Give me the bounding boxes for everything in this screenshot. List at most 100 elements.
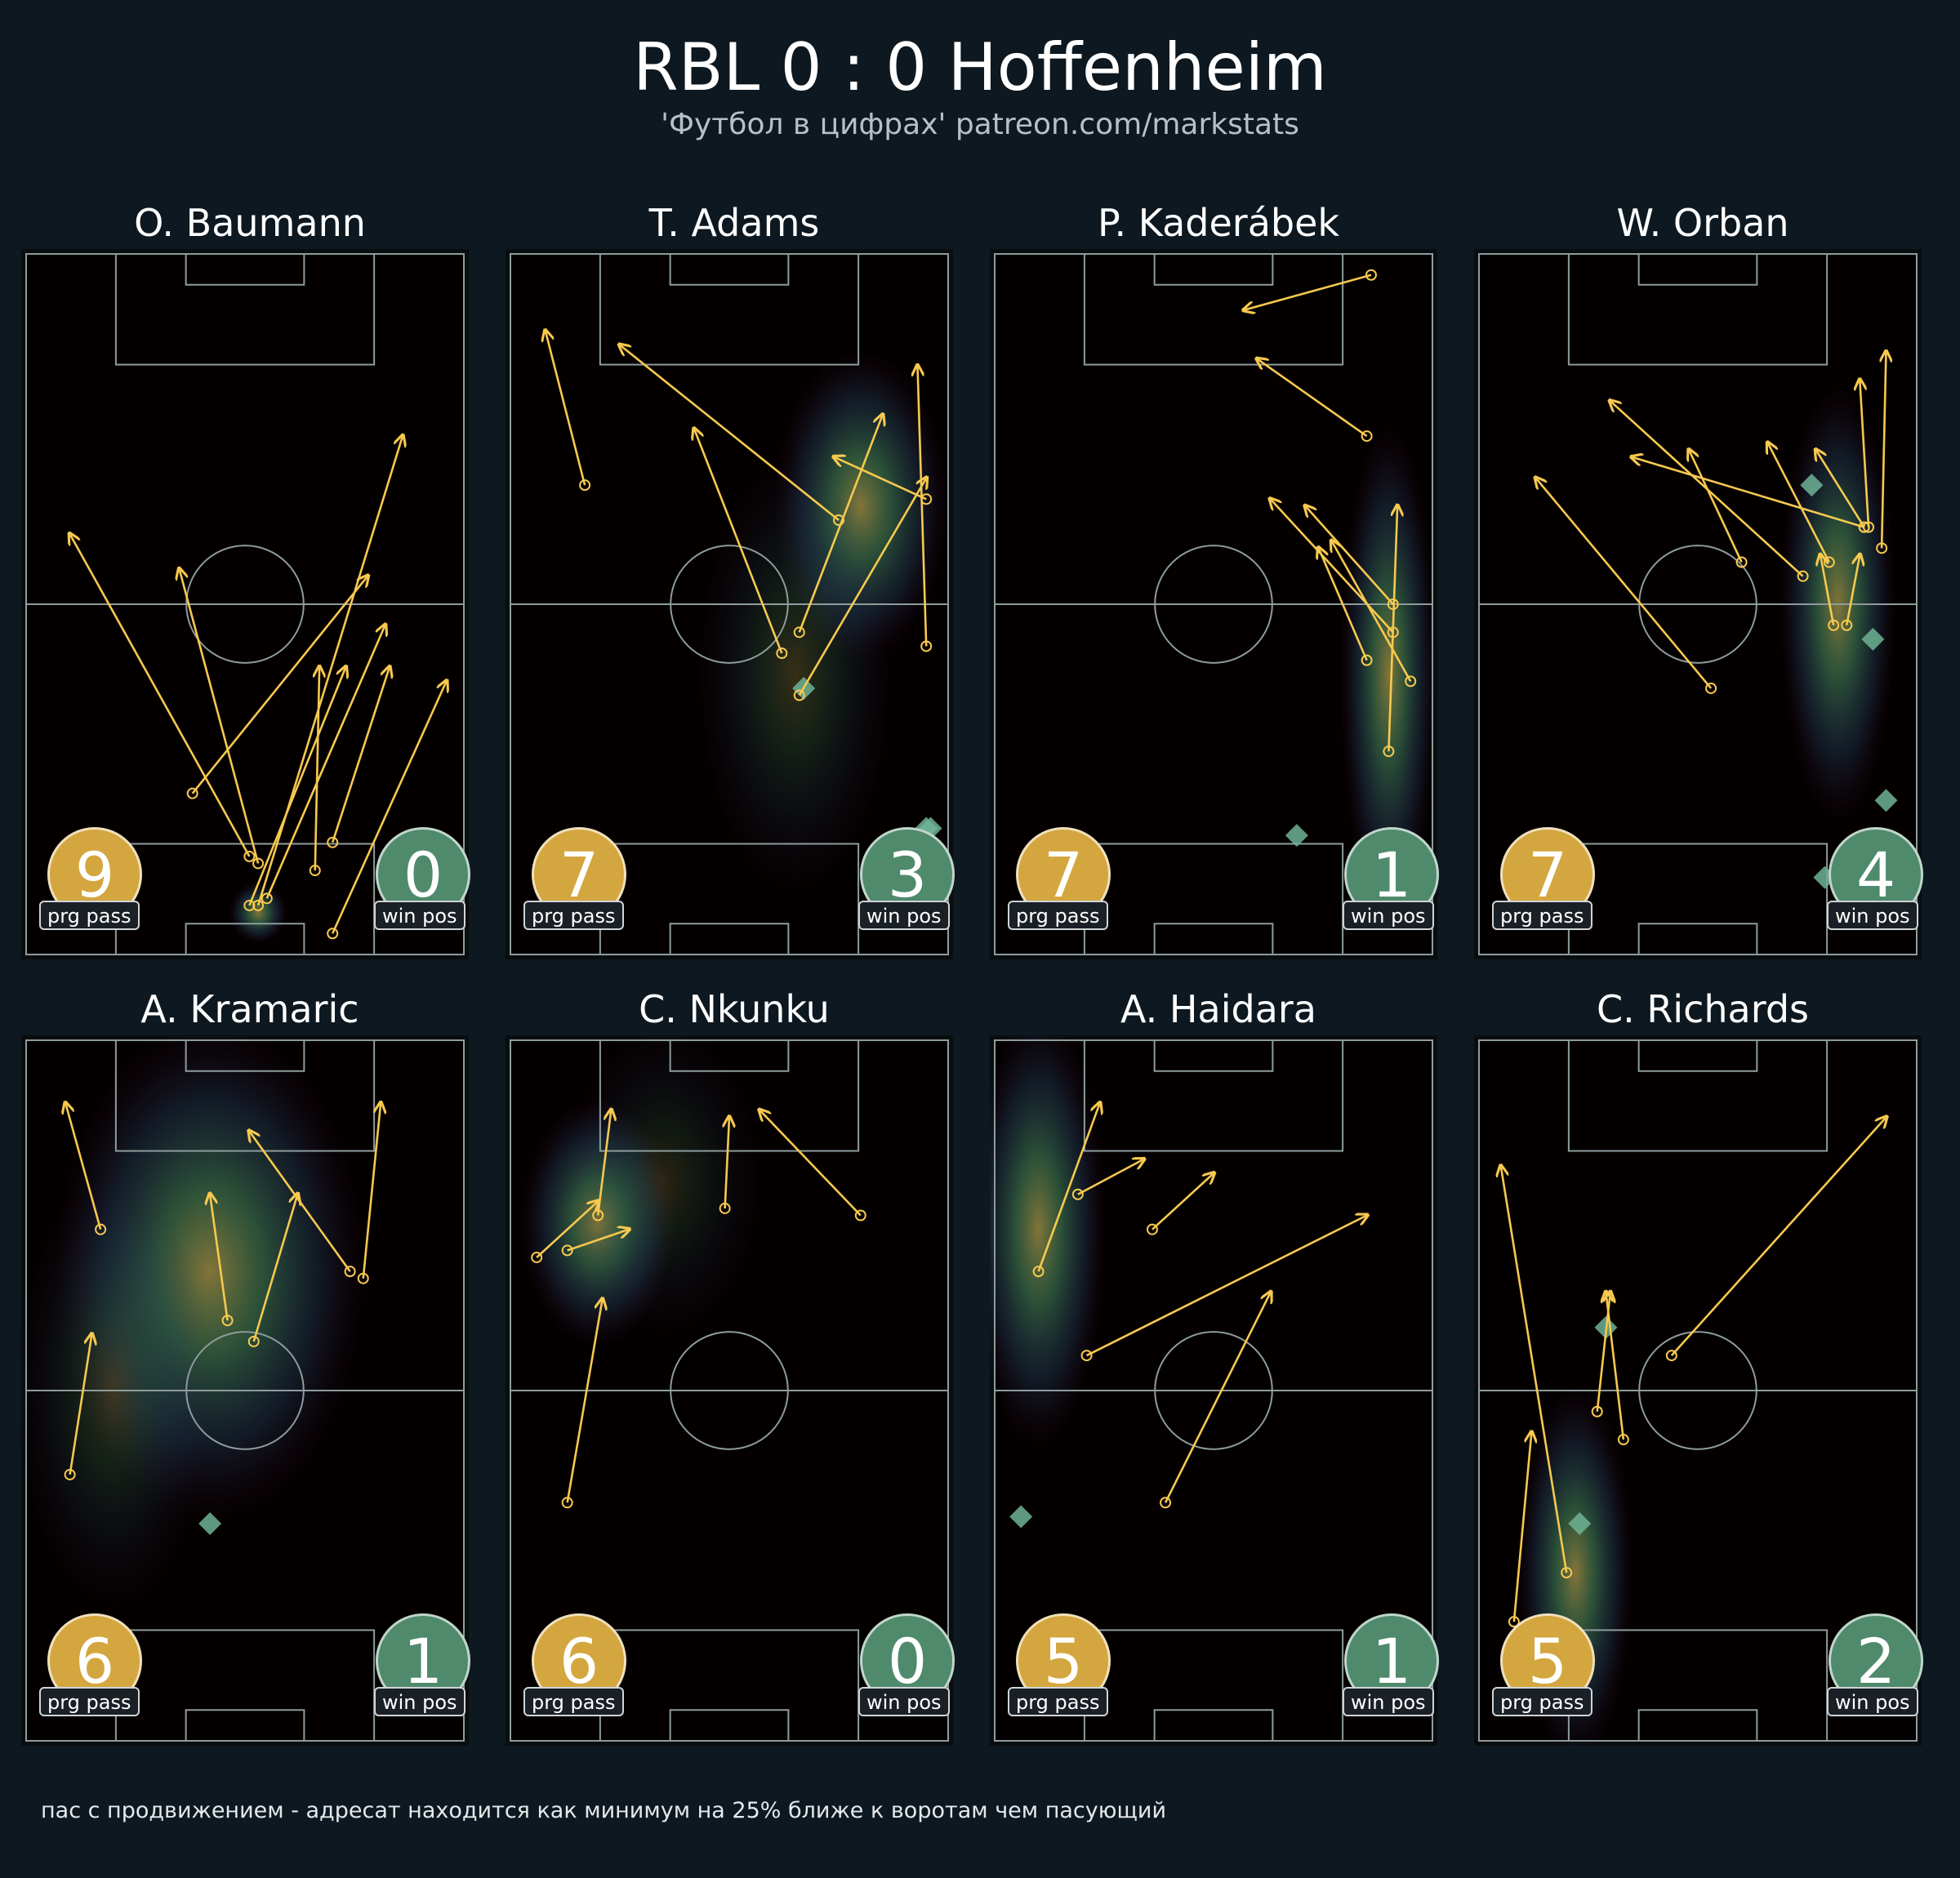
- pass-origin: [1405, 675, 1417, 688]
- heatmap-blob: [229, 881, 287, 944]
- pitch: [21, 1035, 469, 1746]
- pass-origin: [186, 787, 198, 799]
- pass-origin: [854, 1209, 866, 1222]
- pass-arrow: [69, 1334, 92, 1475]
- win-position-marker: [1009, 1505, 1033, 1529]
- pass-origin: [1858, 521, 1870, 533]
- player-panel: C. Richards 5 2 prg pass win pos: [1474, 986, 1931, 1746]
- pass-arrow: [1271, 499, 1394, 634]
- pass-origin: [793, 626, 805, 639]
- pass-origin: [1361, 430, 1373, 443]
- pass-origin: [357, 1272, 369, 1284]
- pitch-markings: [994, 253, 1433, 955]
- pass-origin: [261, 892, 273, 905]
- pass-origin: [243, 899, 256, 911]
- player-name: O. Baumann: [134, 201, 366, 245]
- pass-arrow: [1306, 506, 1394, 605]
- pass-origin: [1665, 1350, 1677, 1362]
- chart-title: RBL 0 : 0 Hoffenheim: [633, 29, 1327, 105]
- pass-origin: [1080, 1350, 1093, 1362]
- pass-origin: [1705, 682, 1717, 694]
- win-pos-label: win pos: [374, 901, 466, 930]
- pass-arrow: [252, 1195, 298, 1342]
- pass-arrow: [1085, 1216, 1367, 1357]
- win-position-marker: [1568, 1512, 1592, 1536]
- chart-subtitle: 'Футбол в цифрах' patreon.com/markstats: [661, 108, 1299, 141]
- player-panel: W. Orban 7 4 prg pass win pos: [1474, 200, 1931, 959]
- pass-arrow: [835, 457, 927, 501]
- pass-arrow: [1332, 541, 1412, 683]
- win-pos-label: win pos: [1343, 901, 1434, 930]
- win-position-marker: [1285, 824, 1308, 848]
- pass-origin: [592, 1209, 604, 1222]
- pass-origin: [1591, 1405, 1603, 1417]
- pass-arrow: [596, 1110, 611, 1216]
- pass-arrow: [191, 576, 368, 794]
- prg-pass-label: prg pass: [1492, 1687, 1592, 1716]
- pass-arrow: [1820, 555, 1835, 625]
- player-name: A. Kramaric: [140, 987, 359, 1031]
- pass-origin: [1876, 542, 1888, 554]
- pass-origin: [1735, 556, 1748, 568]
- pass-origin: [247, 1335, 260, 1347]
- pitch-markings: [510, 1039, 949, 1742]
- prg-pass-label: prg pass: [39, 1687, 140, 1716]
- prg-pass-label: prg pass: [1492, 901, 1592, 930]
- pass-arrow: [694, 429, 783, 654]
- pass-arrow: [1319, 548, 1368, 661]
- win-position-marker: [1861, 627, 1885, 651]
- pass-origin: [221, 1315, 234, 1327]
- pass-origin: [561, 1244, 573, 1257]
- pass-origin: [1617, 1434, 1629, 1446]
- pass-arrow: [1860, 380, 1870, 527]
- heatmap-blob: [990, 1035, 1107, 1445]
- win-pos-label: win pos: [1827, 901, 1918, 930]
- player-panel: T. Adams 7 3 prg pass win pos: [506, 200, 963, 959]
- player-panel: O. Baumann 9 0 prg pass win pos: [21, 200, 479, 959]
- heatmap-blob: [698, 458, 892, 891]
- player-name: C. Richards: [1596, 987, 1809, 1031]
- prg-pass-label: prg pass: [1008, 901, 1108, 930]
- pass-origin: [252, 899, 265, 911]
- pass-arrow: [567, 1230, 629, 1252]
- pass-arrow: [265, 625, 385, 899]
- pass-arrow: [1606, 1293, 1625, 1440]
- pitch-markings: [510, 253, 949, 955]
- pass-arrow: [1388, 506, 1397, 752]
- pass-arrow: [1768, 443, 1830, 563]
- pass-origin: [776, 648, 788, 660]
- player-panel: A. Haidara 5 1 prg pass win pos: [990, 986, 1447, 1746]
- pass-arrow: [1633, 457, 1865, 528]
- pass-origin: [64, 1468, 76, 1480]
- pass-origin: [1365, 269, 1377, 281]
- pass-origin: [243, 850, 256, 862]
- prg-pass-label: prg pass: [523, 1687, 624, 1716]
- pass-arrow: [1152, 1173, 1214, 1230]
- player-name: P. Kaderábek: [1097, 201, 1340, 245]
- pass-arrow: [798, 478, 926, 696]
- pass-arrow: [1512, 1432, 1531, 1622]
- pass-origin: [793, 689, 805, 701]
- pass-origin: [1561, 1567, 1573, 1579]
- pass-origin: [1071, 1188, 1084, 1200]
- pass-origin: [95, 1223, 107, 1235]
- pass-arrow: [546, 331, 586, 486]
- win-pos-label: win pos: [1827, 1687, 1918, 1716]
- pass-origin: [920, 640, 933, 652]
- pass-origin: [579, 479, 591, 492]
- pass-origin: [719, 1202, 731, 1214]
- pitch-markings: [994, 1039, 1433, 1742]
- pass-arrow: [1258, 359, 1368, 438]
- pass-arrow: [536, 1201, 598, 1258]
- pass-arrow: [65, 1103, 102, 1230]
- pass-arrow: [248, 667, 345, 906]
- pass-arrow: [620, 345, 840, 522]
- pass-arrow: [180, 569, 260, 864]
- win-pos-label: win pos: [858, 1687, 950, 1716]
- pass-arrow: [249, 1132, 351, 1272]
- player-panel: C. Nkunku 6 0 prg pass win pos: [506, 986, 963, 1746]
- pass-arrow: [332, 681, 446, 934]
- pass-origin: [327, 928, 339, 940]
- win-position-marker: [1800, 474, 1824, 497]
